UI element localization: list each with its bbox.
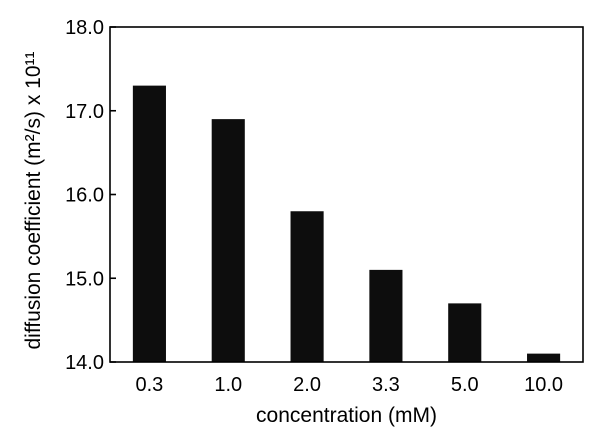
y-axis-label: diffusion coefficient (m²/s) x 10¹¹ [22,51,45,349]
x-tick-label: 0.3 [136,374,164,396]
x-tick-label: 2.0 [293,374,321,396]
bar [290,211,324,362]
bars-group [132,85,561,362]
x-tick-label: 10.0 [524,374,563,396]
x-tick-label: 5.0 [451,374,479,396]
y-axis-ticks: 14.0 15.0 16.0 17.0 18.0 [65,17,116,374]
y-tick-label: 18.0 [65,17,104,39]
y-tick-label: 15.0 [65,268,104,290]
plot-frame [109,26,584,363]
x-axis-ticks: 0.3 1.0 2.0 3.3 5.0 10.0 [136,374,564,396]
bar [132,85,166,362]
bar [527,353,561,362]
y-tick-label: 17.0 [65,101,104,123]
x-tick-label: 3.3 [372,374,400,396]
x-tick-label: 1.0 [214,374,242,396]
y-tick-label: 16.0 [65,185,104,207]
y-tick-label: 14.0 [65,352,104,374]
bar [448,303,482,362]
bar [211,119,245,362]
x-axis-label: concentration (mM) [256,404,437,427]
bar [369,269,403,362]
